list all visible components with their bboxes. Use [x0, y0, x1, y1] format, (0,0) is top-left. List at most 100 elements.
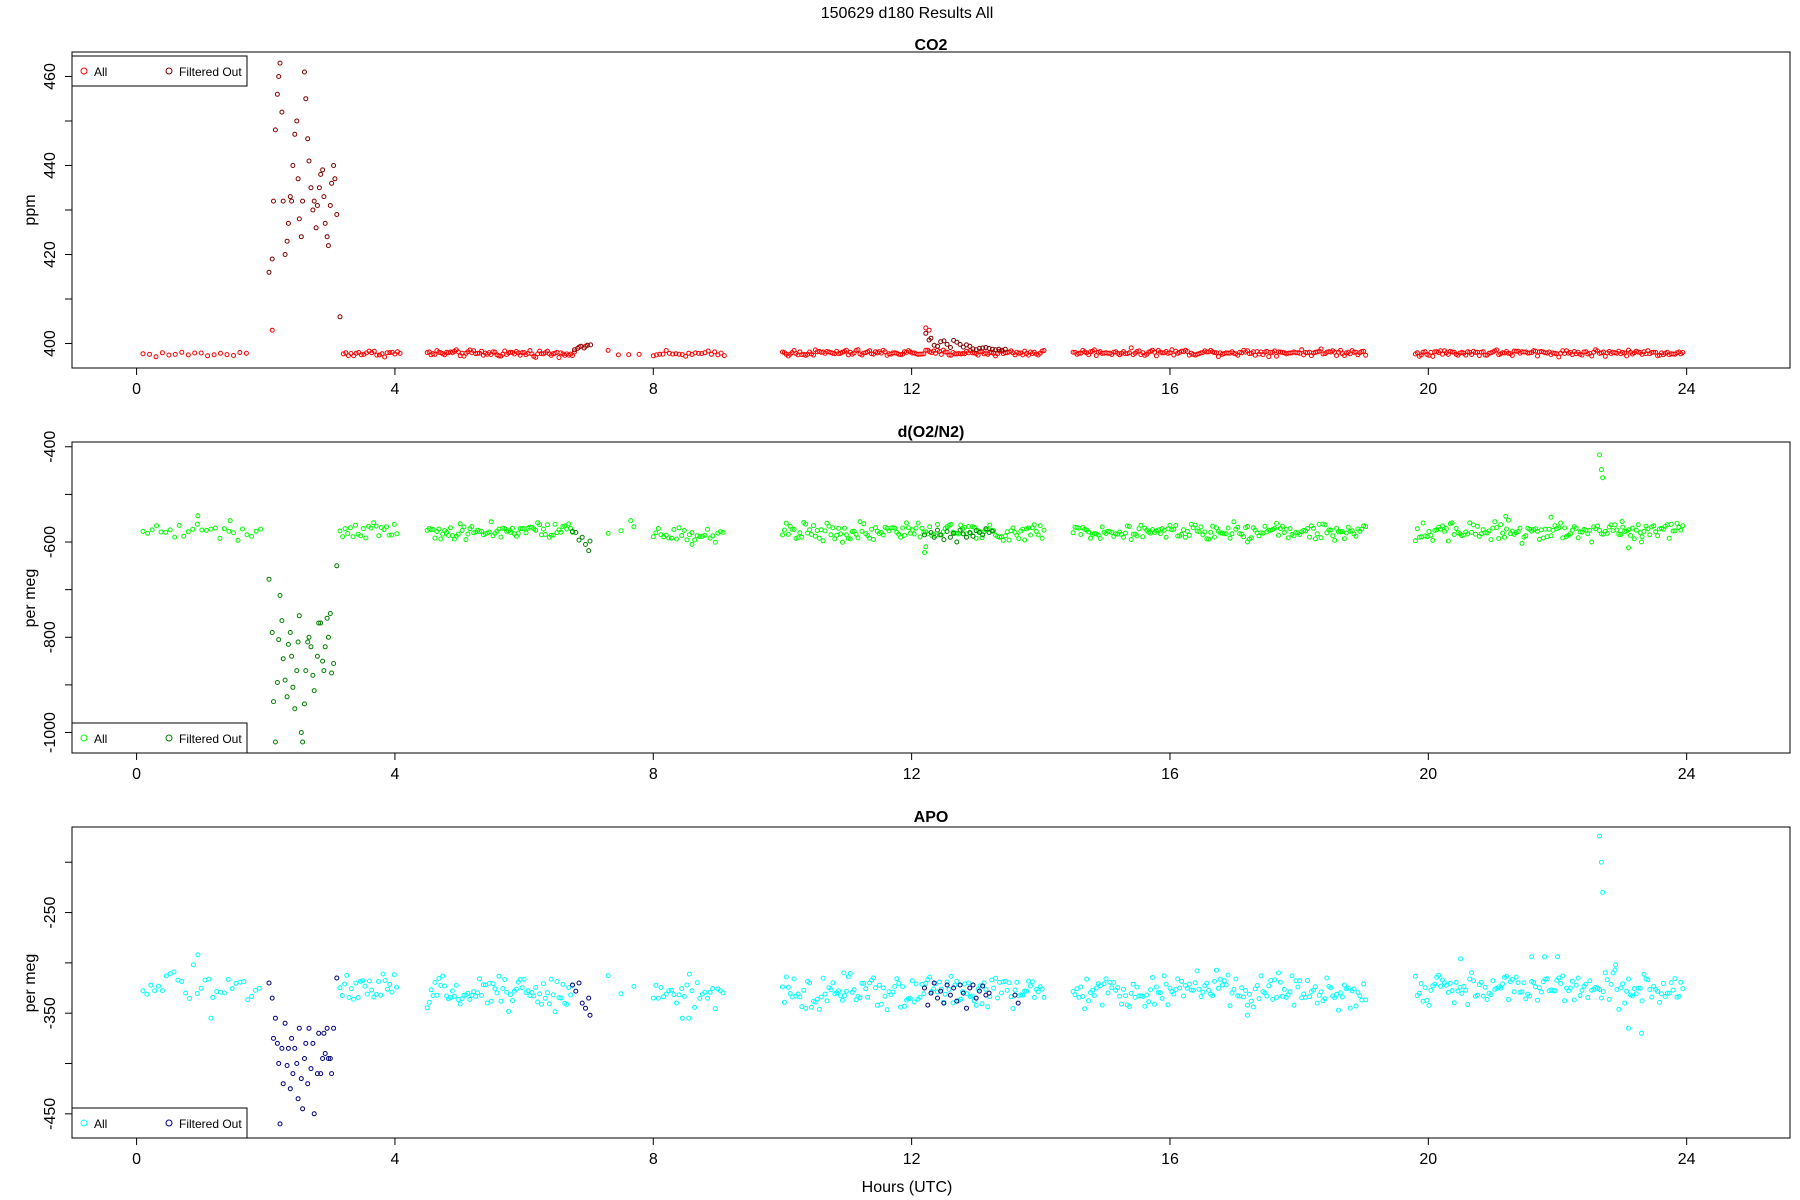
- apo-all-point: [369, 987, 375, 993]
- apo-all-point: [1560, 973, 1566, 979]
- apo-all-point: [1670, 987, 1676, 993]
- apo-all-point: [661, 994, 667, 1000]
- apo-all-point: [1281, 986, 1287, 992]
- apo-all-point: [159, 988, 165, 994]
- o2n2-all-point: [1192, 522, 1198, 528]
- apo-all-point: [816, 1006, 822, 1012]
- o2n2-all-point: [676, 525, 682, 531]
- apo-all-point: [539, 1001, 544, 1007]
- apo-all-point: [438, 983, 444, 988]
- apo-all-point: [1645, 977, 1651, 983]
- o2n2-all-point: [847, 536, 853, 542]
- o2n2-all-point: [1128, 537, 1134, 542]
- o2n2-all-point: [1610, 528, 1616, 534]
- o2n2-all-point: [1469, 529, 1475, 535]
- apo-all-point: [237, 979, 243, 985]
- o2n2-all-point: [1039, 535, 1045, 541]
- o2n2-all-point: [1305, 526, 1310, 531]
- apo-all-point: [1659, 991, 1664, 997]
- o2n2-all-point: [1198, 524, 1204, 530]
- o2n2-all-point: [227, 518, 233, 524]
- apo-all-point: [1575, 975, 1581, 981]
- o2n2-all-point: [631, 524, 637, 530]
- apo-y-tick-label: -350: [42, 997, 59, 1029]
- co2-all-point: [1351, 349, 1357, 355]
- apo-y-tick-label: -450: [42, 1098, 59, 1130]
- o2n2-all-point: [1631, 536, 1637, 542]
- apo-all-point: [828, 987, 834, 993]
- apo-filtered-point: [296, 1025, 302, 1031]
- o2n2-all-point: [1314, 531, 1320, 537]
- o2n2-all-point: [902, 532, 907, 538]
- o2n2-all-point: [221, 526, 227, 532]
- apo-all-point: [506, 1009, 512, 1014]
- co2-all-point: [572, 349, 577, 355]
- o2n2-filtered-point: [976, 530, 982, 535]
- o2n2-all-point: [935, 522, 940, 527]
- co2-all-point: [166, 352, 172, 358]
- o2n2-all-point: [1126, 524, 1132, 529]
- o2n2-all-point: [1519, 540, 1525, 546]
- apo-all-point: [225, 976, 231, 982]
- o2n2-all-point: [1655, 533, 1661, 539]
- apo-all-point: [195, 952, 201, 958]
- o2n2-all-point: [1070, 530, 1076, 536]
- apo-all-point: [958, 996, 964, 1002]
- o2n2-all-point: [342, 526, 348, 532]
- o2n2-all-point: [699, 533, 705, 539]
- o2n2-all-point: [548, 532, 554, 538]
- o2n2-all-point: [566, 521, 572, 527]
- o2n2-filtered-point: [334, 563, 340, 569]
- co2-all-point: [1153, 353, 1159, 359]
- apo-filtered-point: [980, 983, 986, 989]
- o2n2-all-point: [544, 522, 550, 528]
- o2n2-all-point: [840, 539, 845, 545]
- apo-all-point: [1217, 976, 1223, 982]
- co2-filtered-point: [993, 347, 999, 353]
- o2n2-all-point: [1262, 523, 1268, 529]
- apo-filtered-point: [324, 1025, 330, 1031]
- apo-filtered-point: [316, 1030, 322, 1036]
- apo-all-point: [477, 976, 482, 982]
- apo-all-point: [1165, 1002, 1171, 1008]
- apo-all-point: [818, 994, 824, 1000]
- apo-all-point: [1225, 972, 1231, 978]
- co2-all-point: [1152, 349, 1157, 355]
- apo-all-point: [1010, 1006, 1016, 1011]
- o2n2-all-point: [558, 529, 564, 535]
- o2n2-all-point: [1231, 519, 1237, 525]
- apo-all-point: [208, 1015, 214, 1021]
- apo-all-point: [1657, 999, 1662, 1005]
- co2-all-point: [218, 350, 223, 356]
- apo-all-point: [946, 986, 952, 992]
- apo-all-point: [1039, 986, 1045, 992]
- o2n2-all-point: [1430, 537, 1436, 543]
- apo-all-point: [671, 992, 677, 998]
- o2n2-all-point: [684, 537, 690, 543]
- co2-all-point: [699, 351, 705, 356]
- apo-all-point: [1101, 981, 1107, 987]
- apo-all-point: [206, 976, 212, 982]
- apo-all-point: [1453, 979, 1459, 985]
- o2n2-all-point: [469, 524, 475, 530]
- o2n2-filtered-point: [957, 527, 963, 533]
- apo-all-point: [1637, 985, 1643, 991]
- apo-all-point: [1221, 978, 1227, 984]
- apo-all-point: [1246, 991, 1252, 997]
- apo-filtered-point: [282, 1020, 288, 1026]
- o2n2-all-point: [1016, 536, 1022, 542]
- o2n2-all-point: [900, 525, 906, 531]
- co2-all-point: [657, 351, 663, 357]
- apo-all-point: [1314, 1000, 1320, 1006]
- o2n2-all-point: [167, 527, 173, 533]
- o2n2-legend-all-marker: [80, 734, 88, 742]
- apo-all-point: [194, 991, 200, 996]
- co2-all-point: [721, 353, 727, 359]
- o2n2-all-point: [172, 534, 178, 540]
- o2n2-all-point: [707, 535, 713, 541]
- o2n2-all-point: [820, 538, 826, 544]
- co2-all-point: [1274, 353, 1279, 359]
- o2n2-all-point: [1496, 536, 1502, 541]
- o2n2-all-point: [1121, 534, 1126, 540]
- co2-legend-all-marker: [80, 67, 88, 75]
